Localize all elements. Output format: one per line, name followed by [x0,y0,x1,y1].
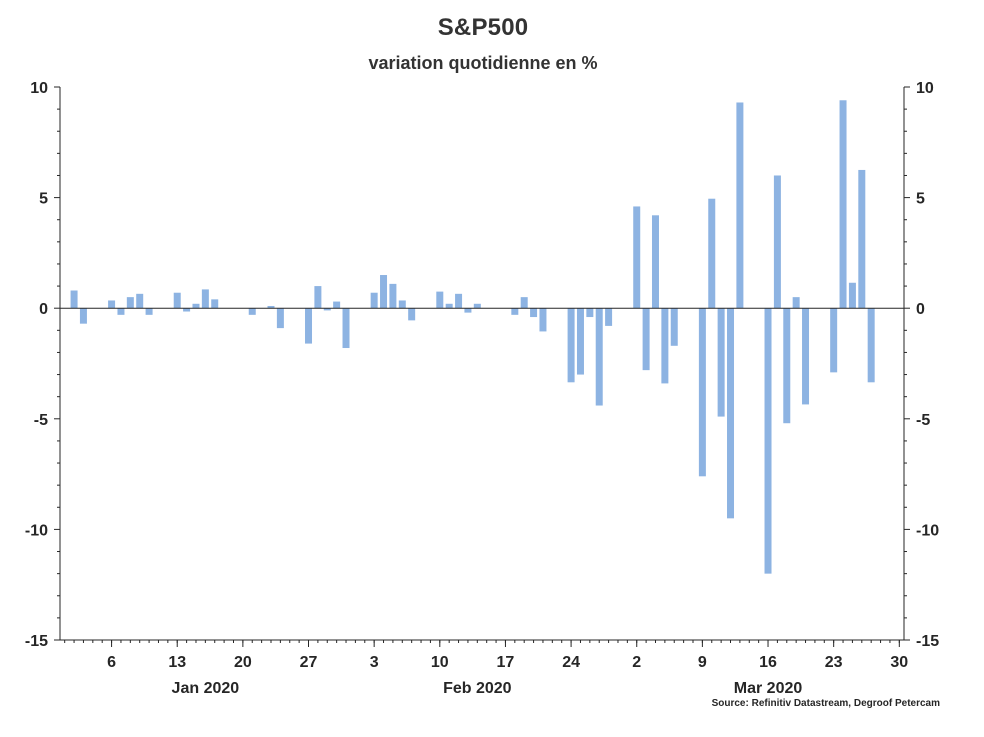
y-tick-label-right: 0 [916,301,925,318]
x-tick-label: 3 [370,654,379,671]
bar [79,308,87,324]
bar [211,299,219,309]
x-tick-label: 10 [431,654,449,671]
bar [455,293,463,309]
x-tick-label: 6 [107,654,116,671]
bar [736,102,744,309]
y-tick-label-left: -15 [25,633,48,650]
y-tick-label-left: 5 [39,191,48,208]
bar [389,283,397,309]
bar [727,308,735,519]
source-note: Source: Refinitiv Datastream, Degroof Pe… [711,698,940,709]
bar [108,300,116,309]
x-tick-label: 2 [632,654,641,671]
bar [848,282,856,309]
chart-title: S&P500 [437,14,529,41]
bar [342,308,350,349]
x-tick-label: 9 [698,654,707,671]
bar [783,308,791,424]
bar [248,308,256,315]
bar [323,308,331,311]
bar [867,308,875,383]
labels-layer: 10 10 5 5 0 0 -5 -5 -10 -10 -15 -15 6 13 20 27 3 10 17 24 2 9… [25,80,939,697]
bar [305,308,313,344]
y-tick-label-right: -10 [916,522,939,539]
bar [642,308,650,371]
bar [605,308,613,326]
x-month-label: Feb 2020 [443,680,512,697]
x-tick-label: 30 [890,654,908,671]
bar [858,169,866,309]
bar [708,198,716,309]
bar [314,286,322,309]
bar [661,308,669,384]
bar [830,308,838,373]
bar [333,301,341,309]
y-tick-label-right: 10 [916,80,934,97]
bar [802,308,810,405]
bar [192,303,200,309]
x-tick-label: 24 [562,654,580,671]
bar [764,308,772,574]
bar [183,308,191,312]
bar [773,175,781,309]
bar [651,215,659,309]
bar [511,308,519,315]
bar [276,308,284,329]
x-tick-label: 27 [300,654,318,671]
chart-subtitle: variation quotidienne en % [368,53,598,73]
y-tick-label-right: -15 [916,633,939,650]
bar [717,308,725,417]
bar [586,308,594,318]
bar [408,308,416,321]
y-tick-label-right: 5 [916,191,925,208]
y-tick-label-right: -5 [916,412,930,429]
bar [173,292,181,309]
x-tick-label: 23 [825,654,843,671]
y-tick-label-left: 10 [30,80,48,97]
bar [145,308,153,315]
axes-layer [54,86,910,647]
bar [792,297,800,309]
bar [136,293,144,309]
bar [436,291,444,309]
bar [698,308,706,477]
x-tick-label: 17 [497,654,515,671]
bar [539,308,547,332]
bar [670,308,678,346]
bar [473,303,481,309]
bar [267,305,275,309]
bar [530,308,538,318]
bar [595,308,603,406]
bar [398,300,406,309]
bar [70,290,78,309]
bar [464,308,472,313]
bar [201,289,209,309]
y-tick-label-left: 0 [39,301,48,318]
bar [445,303,453,309]
bar [576,308,584,375]
bar [633,206,641,309]
y-tick-label-left: -10 [25,522,48,539]
bar [839,100,847,309]
bar [520,297,528,309]
bar [117,308,125,315]
bar [380,275,388,309]
x-month-label: Mar 2020 [734,680,803,697]
bar [126,297,134,309]
y-tick-label-left: -5 [34,412,48,429]
bar [370,292,378,309]
x-tick-label: 13 [168,654,186,671]
x-month-label: Jan 2020 [172,680,240,697]
bar [567,308,575,383]
x-tick-label: 20 [234,654,252,671]
bars-layer [70,100,875,574]
x-tick-label: 16 [759,654,777,671]
